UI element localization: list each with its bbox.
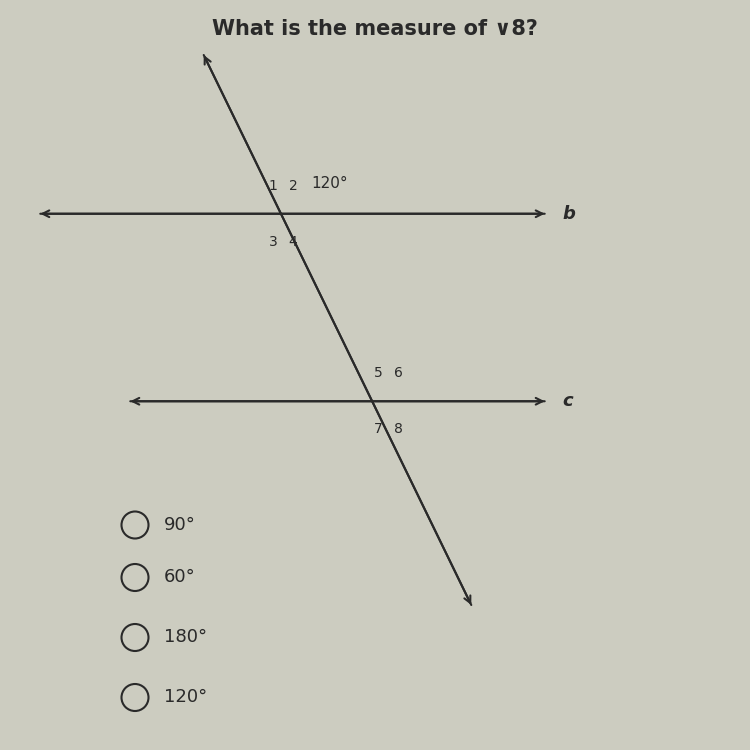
Text: 90°: 90°	[164, 516, 195, 534]
Text: c: c	[562, 392, 573, 410]
Text: 120°: 120°	[311, 176, 348, 191]
Text: 1: 1	[268, 178, 278, 193]
Text: 7: 7	[374, 422, 382, 436]
Text: 8: 8	[394, 422, 403, 436]
Text: What is the measure of ∨8?: What is the measure of ∨8?	[212, 19, 538, 39]
Text: 2: 2	[289, 178, 298, 193]
Text: 120°: 120°	[164, 688, 207, 706]
Text: 180°: 180°	[164, 628, 206, 646]
Text: 6: 6	[394, 366, 403, 380]
Text: 4: 4	[289, 235, 298, 249]
Text: 60°: 60°	[164, 568, 195, 586]
Text: b: b	[562, 205, 575, 223]
Text: 3: 3	[268, 235, 278, 249]
Text: 5: 5	[374, 366, 382, 380]
